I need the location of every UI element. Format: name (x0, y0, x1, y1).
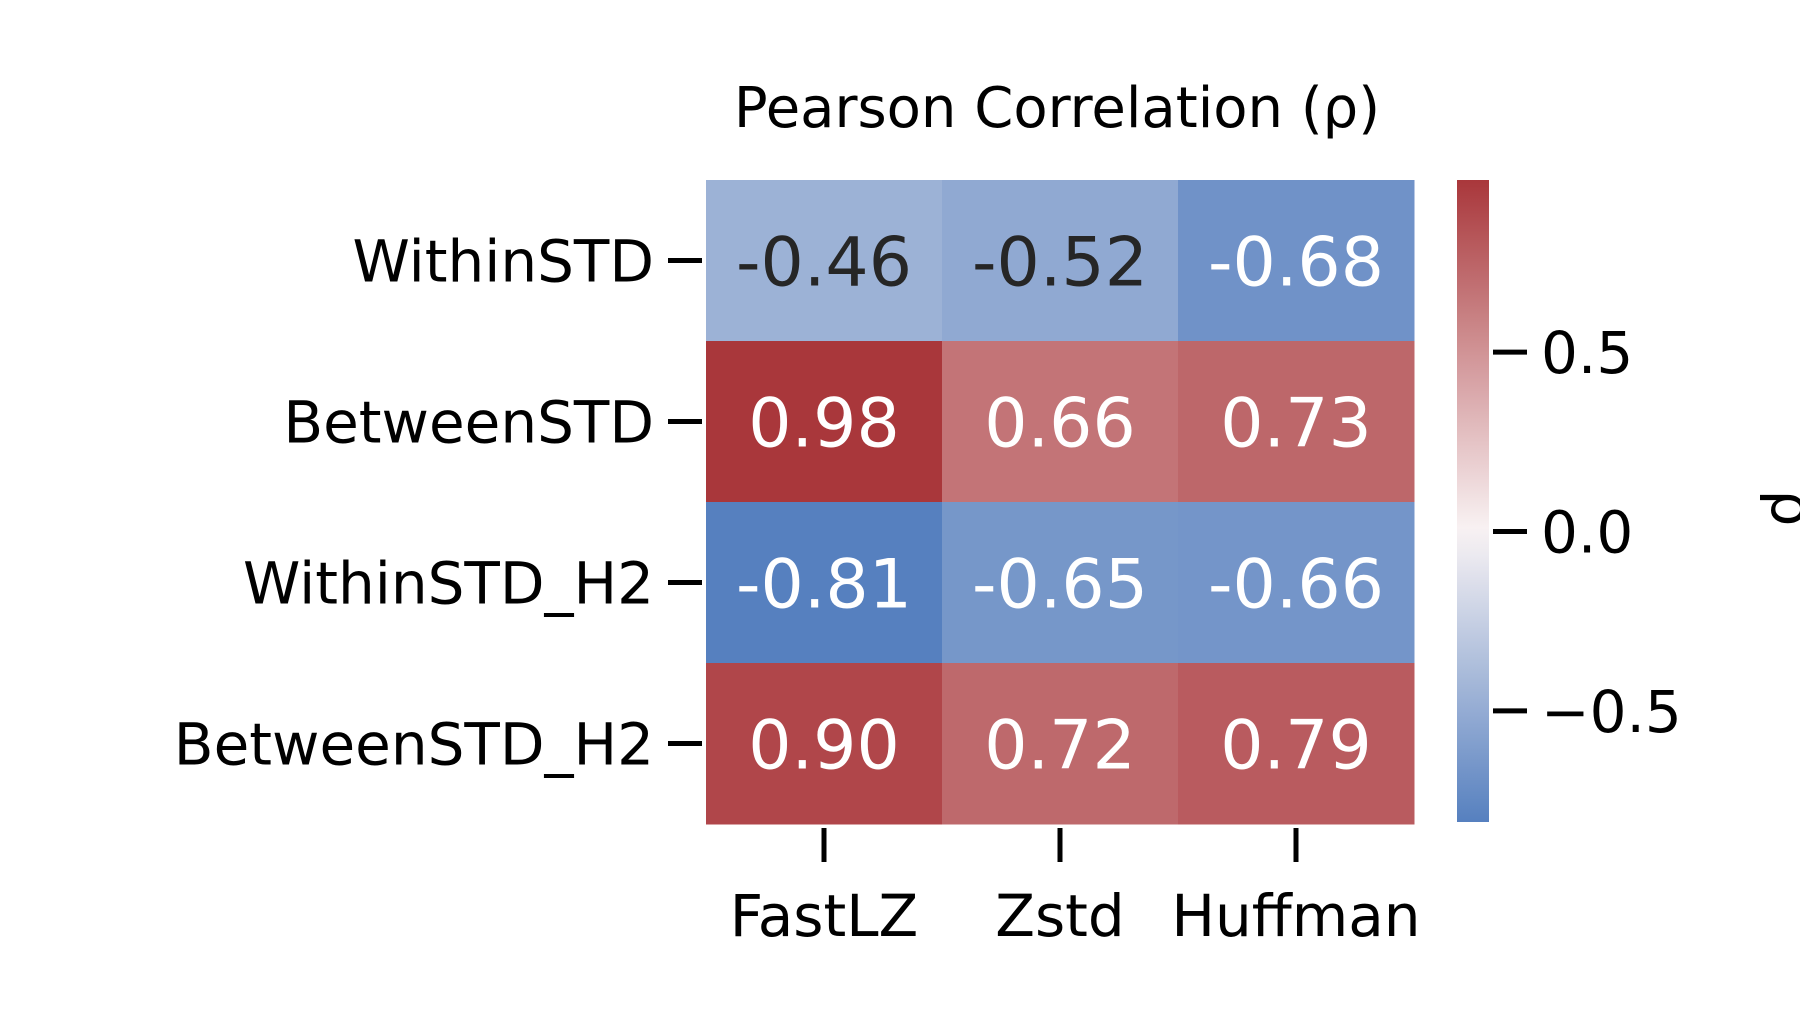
row-tick-label: BetweenSTD_H2 (174, 711, 654, 779)
row-tick-label: WithinSTD (353, 228, 654, 296)
row-tick-label: BetweenSTD (283, 389, 654, 457)
heatmap-cell (942, 502, 1179, 664)
cell-value-label: 0.98 (748, 385, 899, 464)
heatmap-cell (1178, 502, 1415, 664)
cell-value-label: -0.68 (1208, 224, 1384, 303)
heatmap-cell (1178, 663, 1415, 825)
cell-value-label: 0.90 (748, 707, 899, 786)
heatmap-cell (942, 341, 1179, 503)
heatmap-cell (1178, 341, 1415, 503)
cell-value-label: 0.66 (984, 385, 1135, 464)
column-axis: FastLZ Zstd Huffman (730, 828, 1421, 950)
cell-value-label: -0.66 (1208, 546, 1384, 625)
cell-value-label: 0.79 (1220, 707, 1371, 786)
cell-value-label: -0.52 (972, 224, 1148, 303)
row-tick-label: WithinSTD_H2 (243, 550, 654, 618)
heatmap-cells: -0.46 -0.52 -0.68 0.98 0.66 0.73 -0.81 -0.65 -0.… (706, 180, 1415, 825)
colorbar-tick-label: 0.0 (1541, 498, 1633, 566)
colorbar-tick-label: 0.5 (1541, 319, 1633, 387)
colorbar-label: ρ (1758, 490, 1800, 527)
colorbar-ticks: 0.5 0.0 −0.5 (1493, 319, 1682, 746)
cell-value-label: -0.81 (736, 546, 912, 625)
chart-title: Pearson Correlation (ρ) (734, 76, 1380, 141)
colorbar (1457, 180, 1489, 822)
row-axis: WithinSTD BetweenSTD WithinSTD_H2 BetweenST… (174, 228, 702, 779)
heatmap-cell (706, 502, 943, 664)
cell-value-label: -0.46 (736, 224, 912, 303)
heatmap-cell (942, 180, 1179, 342)
colorbar-tick-label: −0.5 (1541, 678, 1682, 746)
heatmap-cell (942, 663, 1179, 825)
heatmap-cell (706, 180, 943, 342)
cell-value-label: 0.72 (984, 707, 1135, 786)
heatmap-cell (706, 663, 943, 825)
cell-value-label: -0.65 (972, 546, 1148, 625)
heatmap-cell (1178, 180, 1415, 342)
cell-value-label: 0.73 (1220, 385, 1371, 464)
column-tick-label: FastLZ (730, 882, 919, 950)
column-tick-label: Huffman (1171, 882, 1420, 950)
column-tick-label: Zstd (995, 882, 1125, 950)
heatmap-cell (706, 341, 943, 503)
